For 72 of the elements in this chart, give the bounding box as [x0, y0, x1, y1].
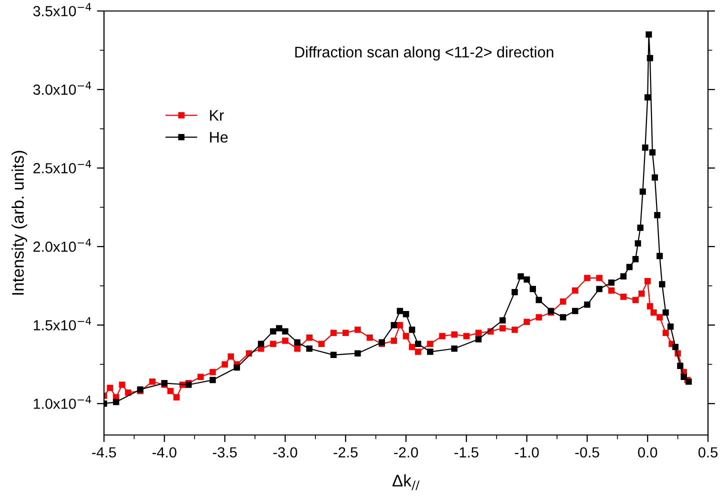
x-tick-label: -4.0	[152, 447, 176, 458]
point	[475, 336, 482, 342]
x-tick-label: -0.5	[575, 447, 600, 458]
point	[649, 149, 656, 156]
y-axis-title: Intensity (arb. units)	[12, 150, 28, 295]
point	[672, 344, 679, 350]
point	[662, 309, 669, 316]
point	[596, 286, 602, 292]
point	[584, 302, 590, 308]
x-tick-label: -2.5	[334, 447, 358, 458]
point	[608, 280, 614, 286]
point	[294, 339, 300, 346]
y-tick-label: 2.0x10$^{−4}$	[33, 238, 92, 252]
point	[572, 308, 578, 314]
x-tick-label: -3.5	[212, 447, 237, 458]
point	[640, 188, 646, 195]
point	[234, 364, 240, 371]
x-tick-label: -4.5	[92, 447, 116, 458]
point	[560, 314, 566, 320]
legend-label: Kr	[210, 110, 224, 121]
point	[402, 310, 410, 318]
point	[396, 308, 404, 314]
point	[270, 328, 276, 334]
point	[500, 317, 506, 324]
x-axis-title: Δk$_{//}$	[392, 474, 420, 490]
point	[634, 240, 642, 247]
point	[656, 252, 663, 260]
y-tick-label: 3.0x10$^{−4}$	[33, 82, 92, 95]
x-tick-label: 0.0	[638, 447, 658, 458]
point	[644, 94, 651, 100]
point	[632, 256, 639, 262]
point	[414, 340, 422, 348]
point	[451, 346, 458, 352]
point	[680, 374, 687, 380]
y-tick-label: 1.5x10$^{−4}$	[34, 317, 92, 330]
point	[524, 276, 530, 283]
x-tick-label: 0.5	[698, 447, 718, 458]
x-tick-label: -1.0	[514, 447, 539, 458]
point	[646, 54, 654, 62]
point	[210, 376, 216, 384]
point	[667, 324, 674, 330]
y-tick-label: 3.5x10$^{−4}$	[33, 3, 92, 16]
point	[354, 350, 361, 356]
x-tick-label: -1.5	[454, 447, 478, 458]
point	[518, 273, 524, 280]
x-tick-label: -2.0	[394, 447, 418, 458]
point	[330, 352, 337, 358]
point	[530, 286, 536, 292]
x-tick-label: -3.0	[273, 447, 298, 458]
point	[258, 340, 264, 348]
point	[390, 322, 398, 328]
annotation: Diffraction scan along <11-2> direction	[295, 46, 554, 61]
point	[620, 273, 627, 280]
y-tick-label: 1.0x10$^{−4}$	[34, 396, 92, 409]
point	[512, 288, 518, 296]
y-tick-label: 2.5x10$^{−4}$	[33, 160, 92, 174]
point	[658, 281, 666, 288]
point	[626, 264, 633, 270]
point	[306, 346, 312, 352]
point	[427, 348, 434, 355]
point	[652, 174, 658, 181]
point	[642, 144, 648, 151]
point	[536, 296, 542, 304]
point	[282, 328, 288, 334]
point	[654, 212, 660, 218]
point	[112, 398, 120, 406]
point	[677, 362, 684, 370]
point	[637, 224, 644, 231]
point	[646, 31, 652, 38]
point	[408, 326, 416, 333]
point	[276, 325, 282, 332]
legend-label: He	[210, 132, 228, 143]
